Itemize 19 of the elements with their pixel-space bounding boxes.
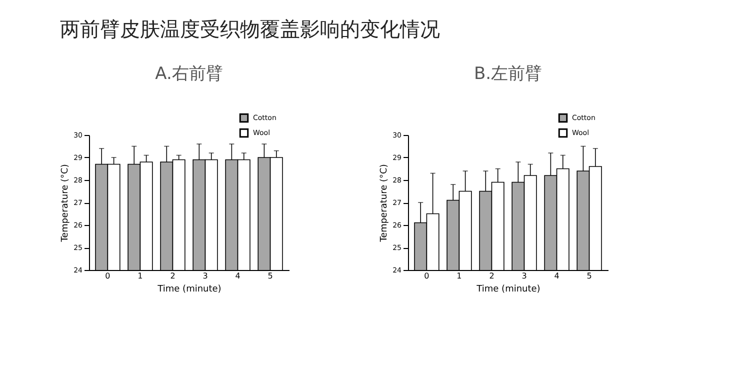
x-tick-label: 4 [235,272,240,280]
x-axis-title: Time (minute) [156,284,222,294]
text: 两前臂皮肤温度受织物覆盖影响的变化情况 [60,17,440,41]
x-axis-title: Time (minute) [476,284,540,294]
y-axis-title: Temperature (°C) [380,164,390,243]
x-tick-label: 2 [170,272,176,280]
x-tick-label: 1 [456,272,462,280]
x-tick-label: 5 [268,272,273,280]
x-tick-label: 3 [202,272,208,280]
x-tick-label: 2 [489,272,494,280]
chart-title: A.右前臂 [155,64,223,84]
x-tick-label: 4 [554,272,560,280]
chart-title: B.左前臂 [474,64,542,84]
y-axis-title: Temperature (°C) [60,164,71,243]
x-tick-label: 3 [522,272,527,280]
x-tick-label: 0 [105,272,110,280]
x-tick-label: 5 [586,272,592,280]
x-tick-label: 0 [424,272,430,280]
x-tick-label: 1 [138,272,143,280]
